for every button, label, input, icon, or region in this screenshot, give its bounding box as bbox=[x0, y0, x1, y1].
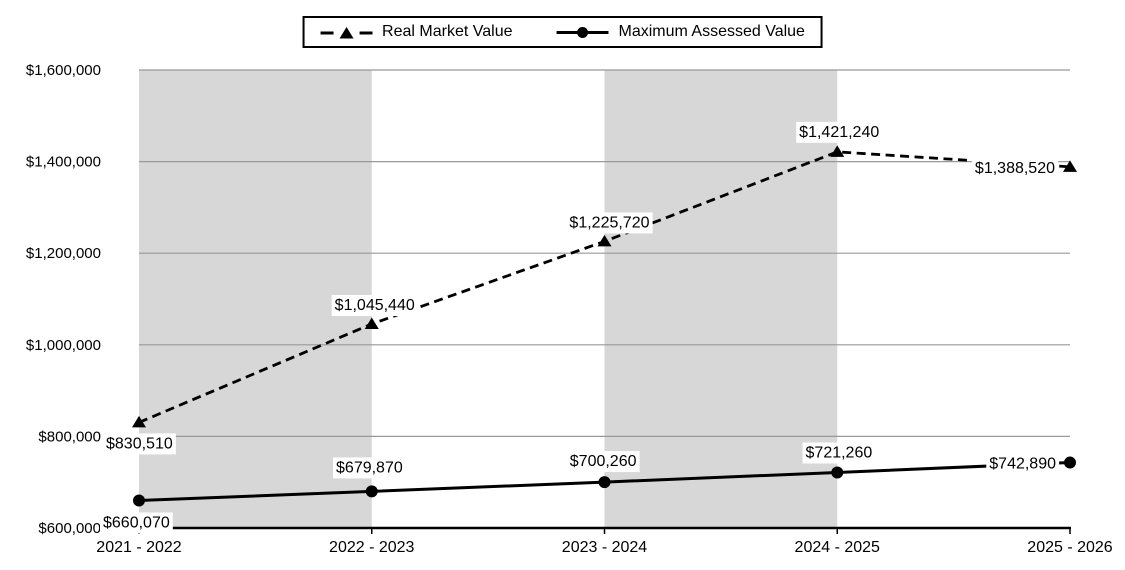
y-axis-label: $1,000,000 bbox=[26, 337, 101, 354]
y-axis-label: $600,000 bbox=[38, 520, 101, 537]
y-axis-label: $1,200,000 bbox=[26, 245, 101, 262]
legend-item-real-market-value: Real Market Value bbox=[320, 23, 512, 41]
solid-circle-legend-marker-icon bbox=[556, 26, 609, 38]
triangle-marker bbox=[830, 145, 845, 157]
data-label-bg bbox=[103, 433, 176, 455]
data-label-bg bbox=[100, 512, 173, 534]
x-axis-label: 2025 - 2026 bbox=[1027, 539, 1113, 556]
x-axis-label: 2022 - 2023 bbox=[329, 539, 415, 556]
triangle-marker bbox=[132, 415, 146, 428]
data-label-bg bbox=[796, 121, 883, 143]
data-label-bg bbox=[986, 453, 1060, 475]
legend-label-real-market-value: Real Market Value bbox=[382, 23, 513, 40]
y-axis-label: $800,000 bbox=[38, 428, 101, 445]
plot-bands bbox=[139, 70, 838, 528]
circle-marker bbox=[1064, 456, 1076, 469]
circle-marker bbox=[133, 494, 145, 507]
x-axis-label: 2023 - 2024 bbox=[562, 539, 648, 556]
legend-item-maximum-assessed-value: Maximum Assessed Value bbox=[556, 23, 805, 41]
y-axis-label: $1,600,000 bbox=[26, 62, 101, 79]
data-label-bg bbox=[331, 294, 418, 316]
maximum-assessed-value-data-label: $721,260 bbox=[806, 444, 873, 461]
y-axis-label: $1,400,000 bbox=[26, 154, 101, 171]
chart-legend: Real Market Value Maximum Assessed Value bbox=[302, 16, 823, 48]
triangle-marker bbox=[597, 234, 612, 247]
maximum-assessed-value-data-label: $700,260 bbox=[570, 453, 637, 470]
data-label-bg bbox=[566, 451, 640, 473]
circle-marker bbox=[598, 476, 611, 489]
triangle-marker bbox=[364, 317, 379, 329]
data-label-bg bbox=[566, 212, 653, 234]
maximum-assessed-value-data-label: $660,070 bbox=[103, 514, 170, 531]
data-label-bg bbox=[971, 157, 1059, 179]
data-labels: $830,510 $1,045,440 $1,225,720 $1,421,240 $1… bbox=[100, 121, 1060, 534]
axes: $600,000 $800,000 $1,000,000 $1,200,000 $1,4… bbox=[26, 62, 1113, 556]
maximum-assessed-value-data-label: $679,870 bbox=[336, 459, 403, 476]
gridlines bbox=[139, 69, 1070, 437]
data-label-bg bbox=[802, 442, 876, 464]
dashed-triangle-legend-marker-icon bbox=[320, 26, 373, 38]
x-axis-label: 2021 - 2022 bbox=[96, 539, 182, 556]
real-market-value-data-label: $1,225,720 bbox=[569, 214, 649, 231]
real-market-value-data-label: $830,510 bbox=[106, 435, 173, 452]
real-market-value-data-label: $1,388,520 bbox=[975, 160, 1055, 177]
maximum-assessed-value-data-label: $742,890 bbox=[989, 456, 1056, 473]
triangle-marker bbox=[1063, 160, 1077, 172]
x-axis-label: 2024 - 2025 bbox=[795, 539, 881, 556]
legend-label-maximum-assessed-value: Maximum Assessed Value bbox=[618, 23, 805, 40]
real-market-value-data-label: $1,045,440 bbox=[335, 297, 415, 314]
plot-band bbox=[604, 70, 838, 528]
real-market-value-data-label: $1,421,240 bbox=[799, 124, 879, 141]
circle-marker bbox=[365, 485, 378, 498]
circle-marker bbox=[831, 466, 844, 479]
data-label-bg bbox=[333, 457, 406, 479]
data-markers bbox=[132, 145, 1077, 507]
